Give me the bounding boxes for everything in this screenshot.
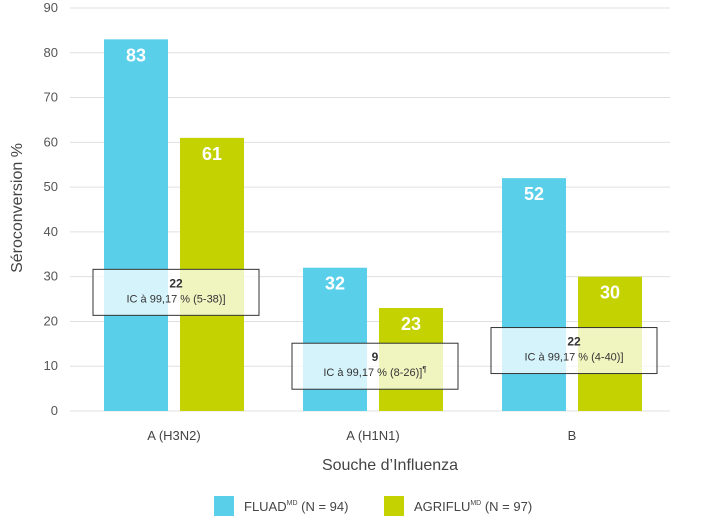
difference-value: 22 <box>567 335 581 349</box>
legend-label: AGRIFLUMD (N = 97) <box>414 499 532 514</box>
difference-box <box>291 342 459 390</box>
legend-n-label: (N = 94) <box>298 499 349 514</box>
y-tick-label: 20 <box>44 313 58 328</box>
legend-label: FLUADMD (N = 94) <box>244 499 348 514</box>
bar-value-label: 83 <box>126 45 146 65</box>
legend-series-name: FLUAD <box>244 499 287 514</box>
difference-value: 9 <box>372 350 379 364</box>
y-tick-label: 80 <box>44 45 58 60</box>
bar <box>502 178 566 411</box>
y-tick-label: 0 <box>51 403 58 418</box>
legend-swatch <box>214 496 234 516</box>
category-labels: A (H3N2) A (H1N1) B <box>147 428 576 443</box>
bar-value-label: 52 <box>524 184 544 204</box>
y-tick-label: 90 <box>44 0 58 15</box>
difference-ci: IC à 99,17 % (5-38)] <box>126 293 225 305</box>
legend-series-name: AGRIFLU <box>414 499 470 514</box>
y-tick-label: 60 <box>44 134 58 149</box>
legend-n-label: (N = 97) <box>481 499 532 514</box>
y-axis-ticks: 0 10 20 30 40 50 60 70 80 90 <box>44 0 58 418</box>
y-tick-label: 40 <box>44 224 58 239</box>
y-tick-label: 70 <box>44 90 58 105</box>
x-tick-label: B <box>568 428 577 443</box>
legend: FLUADMD (N = 94) AGRIFLUMD (N = 97) <box>214 496 532 516</box>
bar-value-label: 23 <box>401 314 421 334</box>
bar <box>104 39 168 411</box>
difference-box <box>490 327 658 375</box>
difference-ci: IC à 99,17 % (4-40)] <box>524 352 623 364</box>
y-tick-label: 10 <box>44 358 58 373</box>
y-tick-label: 50 <box>44 179 58 194</box>
x-tick-label: A (H1N1) <box>346 428 399 443</box>
difference-ci: IC à 99,17 % (8-26)]¶ <box>323 365 426 380</box>
footnote-mark: ¶ <box>422 365 426 374</box>
y-axis-title: Séroconversion % <box>9 143 26 273</box>
difference-value: 22 <box>169 276 183 290</box>
difference-box <box>92 268 260 316</box>
x-tick-label: A (H3N2) <box>147 428 200 443</box>
bar-value-label: 32 <box>325 274 345 294</box>
legend-superscript: MD <box>470 500 481 507</box>
bar-value-label: 30 <box>600 283 620 303</box>
legend-swatch <box>384 496 404 516</box>
legend-superscript: MD <box>287 500 298 507</box>
difference-boxes: 22 IC à 99,17 % (5-38)] 9IC à 99,17 % (8-2… <box>92 268 658 390</box>
y-tick-label: 30 <box>44 269 58 284</box>
bar-value-label: 61 <box>202 144 222 164</box>
x-axis-title: Souche d’Influenza <box>322 457 458 474</box>
